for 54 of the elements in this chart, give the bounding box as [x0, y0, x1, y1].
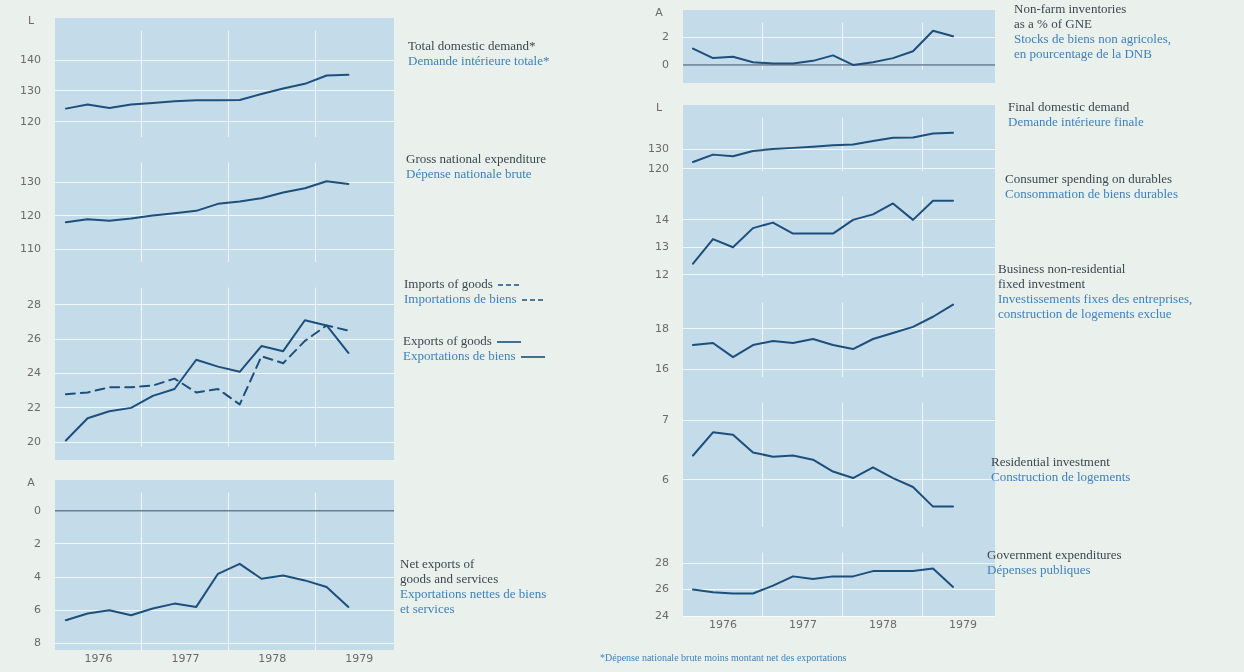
- y-tick-label: 120: [20, 208, 41, 222]
- y-tick-label: 140: [20, 52, 41, 66]
- x-tick-label: 1979: [345, 652, 374, 666]
- y-tick-label: 0: [34, 503, 41, 517]
- y-tick-label: 6: [662, 472, 669, 486]
- y-tick-label: 2: [34, 536, 41, 550]
- y-tick-label: 8: [34, 636, 41, 650]
- text: *Dépense nationale brute moins montant net des exportations: [600, 652, 847, 663]
- x-tick-label: 1976: [84, 652, 113, 666]
- x-tick-label: 1979: [949, 618, 977, 632]
- text: Business non-residential fixed investment Investissements fixes des entreprises, construction de logements exclue: [998, 261, 1193, 321]
- y-tick-label: 16: [655, 362, 669, 376]
- y-tick-label: 28: [655, 556, 669, 570]
- y-tick-label: 120: [20, 114, 41, 128]
- x-tick-label: 1976: [709, 618, 737, 632]
- y-tick-label: 24: [655, 608, 669, 622]
- y-tick-label: 24: [27, 366, 41, 380]
- y-tick-label: 110: [20, 241, 41, 255]
- text: Government expenditures Dépenses publiques: [987, 547, 1122, 577]
- text: Gross national expenditure Dépense nationale brute: [406, 151, 547, 181]
- x-tick-label: 1977: [171, 652, 200, 666]
- y-tick-label: 18: [655, 321, 669, 335]
- x-tick-label: 1978: [869, 618, 897, 632]
- y-tick-label: 130: [20, 175, 41, 189]
- y-tick-label: 130: [20, 83, 41, 97]
- text: Residential investment Construction de logements: [991, 454, 1131, 484]
- text: Non-farm inventories as a % of GNE Stocks de biens non agricoles, en pourcentage de la DNB: [1014, 1, 1172, 61]
- y-tick-label: 14: [655, 212, 669, 226]
- text: Consumer spending on durables Consommation de biens durables: [1005, 171, 1178, 201]
- y-tick-label: 0: [662, 57, 669, 71]
- y-tick-label: 13: [655, 240, 669, 254]
- y-tick-label: 22: [27, 400, 41, 414]
- y-tick-label: 6: [34, 603, 41, 617]
- y-tick-label: 120: [648, 161, 669, 175]
- text: Net exports of goods and services Exportations nettes de biens et services: [400, 556, 547, 616]
- legend-label: Imports of goods Importations de biens: [404, 276, 517, 306]
- y-axis-title: A: [26, 476, 36, 489]
- y-tick-label: 4: [34, 569, 41, 583]
- y-tick-label: 26: [27, 332, 41, 346]
- y-axis-title: A: [654, 6, 664, 19]
- legend-label: Exports of goods Exportations de biens: [403, 333, 516, 363]
- y-tick-label: 2: [662, 30, 669, 44]
- y-tick-label: 26: [655, 582, 669, 596]
- text: Total domestic demand* Demande intérieure totale*: [408, 38, 550, 68]
- x-tick-label: 1978: [258, 652, 287, 666]
- y-tick-label: 20: [27, 435, 41, 449]
- y-tick-label: 28: [27, 297, 41, 311]
- y-tick-label: 7: [662, 413, 669, 427]
- y-tick-label: 12: [655, 267, 669, 281]
- x-tick-label: 1977: [789, 618, 817, 632]
- y-axis-title: L: [26, 14, 36, 27]
- text: Final domestic demand Demande intérieure finale: [1008, 99, 1144, 129]
- y-tick-label: 130: [648, 142, 669, 156]
- y-axis-title: L: [654, 101, 664, 114]
